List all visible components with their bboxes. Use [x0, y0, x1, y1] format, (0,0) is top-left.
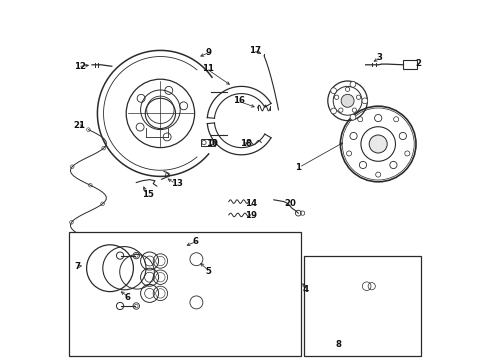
Text: 1: 1 [294, 163, 301, 172]
Bar [304, 256, 421, 356]
Text: 4: 4 [303, 285, 309, 294]
Circle shape [335, 95, 339, 99]
Circle shape [341, 94, 354, 107]
Text: 13: 13 [171, 179, 183, 188]
Circle shape [376, 172, 381, 177]
Text: 15: 15 [143, 190, 154, 199]
Text: 20: 20 [284, 199, 296, 208]
Text: 6: 6 [124, 292, 130, 302]
Text: 11: 11 [202, 64, 214, 73]
Circle shape [356, 95, 361, 99]
Text: 14: 14 [245, 199, 257, 208]
Circle shape [358, 117, 363, 122]
Text: 2: 2 [415, 58, 421, 68]
Text: 17: 17 [248, 46, 261, 55]
Circle shape [346, 151, 352, 156]
Text: 19: 19 [245, 211, 257, 220]
Circle shape [393, 117, 399, 122]
Circle shape [390, 161, 397, 168]
Bar [304, 256, 421, 356]
Bar [403, 60, 417, 69]
Circle shape [362, 98, 368, 104]
Circle shape [399, 132, 406, 140]
Bar [201, 139, 216, 146]
Text: 12: 12 [74, 62, 86, 71]
Bar [312, 274, 320, 301]
Bar [69, 232, 301, 356]
Circle shape [369, 135, 387, 153]
Circle shape [359, 161, 367, 168]
Circle shape [352, 108, 357, 112]
Circle shape [345, 87, 350, 91]
Circle shape [331, 88, 337, 94]
Text: 6: 6 [193, 237, 199, 246]
Circle shape [350, 132, 357, 140]
Text: 21: 21 [74, 122, 86, 130]
Circle shape [405, 151, 410, 156]
Text: 7: 7 [74, 262, 80, 271]
Text: 9: 9 [205, 48, 211, 57]
Text: 10: 10 [206, 139, 219, 148]
Circle shape [350, 81, 356, 87]
Circle shape [374, 114, 382, 122]
Text: 8: 8 [336, 341, 342, 349]
Text: 5: 5 [205, 267, 211, 276]
Circle shape [339, 108, 343, 112]
Bar [69, 232, 301, 356]
Circle shape [350, 114, 356, 120]
Text: 3: 3 [376, 53, 382, 62]
Text: 18: 18 [240, 139, 252, 148]
Text: 16: 16 [233, 96, 245, 105]
Circle shape [331, 108, 337, 114]
